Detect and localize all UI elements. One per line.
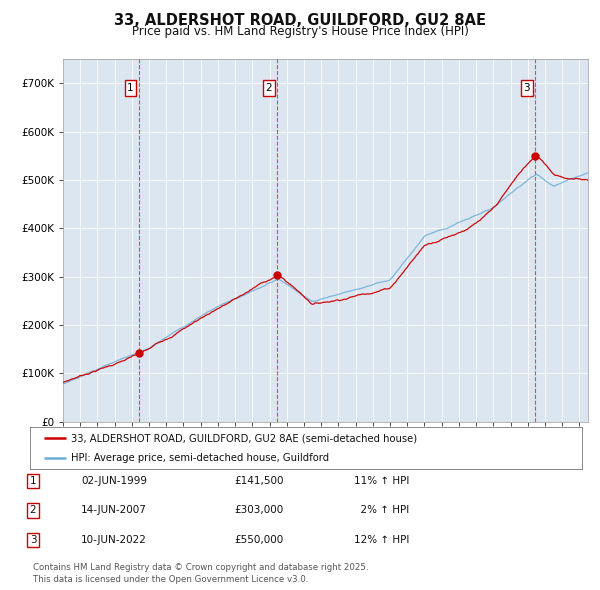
- Text: 33, ALDERSHOT ROAD, GUILDFORD, GU2 8AE (semi-detached house): 33, ALDERSHOT ROAD, GUILDFORD, GU2 8AE (…: [71, 433, 418, 443]
- Text: 3: 3: [523, 83, 530, 93]
- Text: 2: 2: [29, 506, 37, 515]
- Text: 02-JUN-1999: 02-JUN-1999: [81, 476, 147, 486]
- Text: 2: 2: [265, 83, 272, 93]
- Text: HPI: Average price, semi-detached house, Guildford: HPI: Average price, semi-detached house,…: [71, 453, 329, 463]
- Text: 3: 3: [29, 535, 37, 545]
- Text: 2% ↑ HPI: 2% ↑ HPI: [354, 506, 409, 515]
- Text: 1: 1: [127, 83, 134, 93]
- Text: Contains HM Land Registry data © Crown copyright and database right 2025.
This d: Contains HM Land Registry data © Crown c…: [33, 563, 368, 584]
- Text: £303,000: £303,000: [234, 506, 283, 515]
- Text: 33, ALDERSHOT ROAD, GUILDFORD, GU2 8AE: 33, ALDERSHOT ROAD, GUILDFORD, GU2 8AE: [114, 13, 486, 28]
- Text: 1: 1: [29, 476, 37, 486]
- Text: 10-JUN-2022: 10-JUN-2022: [81, 535, 147, 545]
- Text: £141,500: £141,500: [234, 476, 284, 486]
- Text: 11% ↑ HPI: 11% ↑ HPI: [354, 476, 409, 486]
- Text: £550,000: £550,000: [234, 535, 283, 545]
- Text: 12% ↑ HPI: 12% ↑ HPI: [354, 535, 409, 545]
- Text: Price paid vs. HM Land Registry's House Price Index (HPI): Price paid vs. HM Land Registry's House …: [131, 25, 469, 38]
- Text: 14-JUN-2007: 14-JUN-2007: [81, 506, 147, 515]
